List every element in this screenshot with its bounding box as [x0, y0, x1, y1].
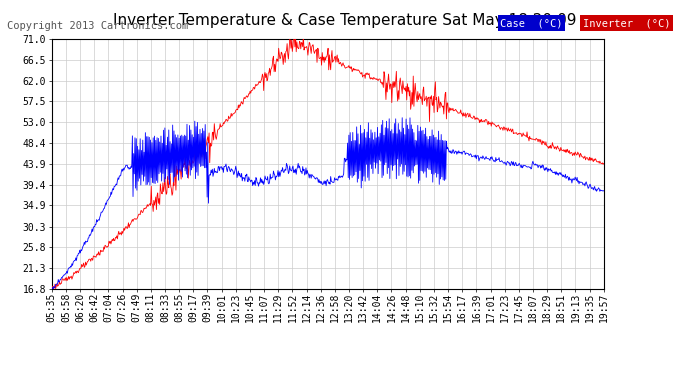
Text: Inverter Temperature & Case Temperature Sat May 18 20:09: Inverter Temperature & Case Temperature … [113, 13, 577, 28]
Text: Copyright 2013 Cartronics.com: Copyright 2013 Cartronics.com [7, 21, 188, 31]
Text: Case  (°C): Case (°C) [500, 18, 563, 28]
Text: Inverter  (°C): Inverter (°C) [583, 18, 671, 28]
